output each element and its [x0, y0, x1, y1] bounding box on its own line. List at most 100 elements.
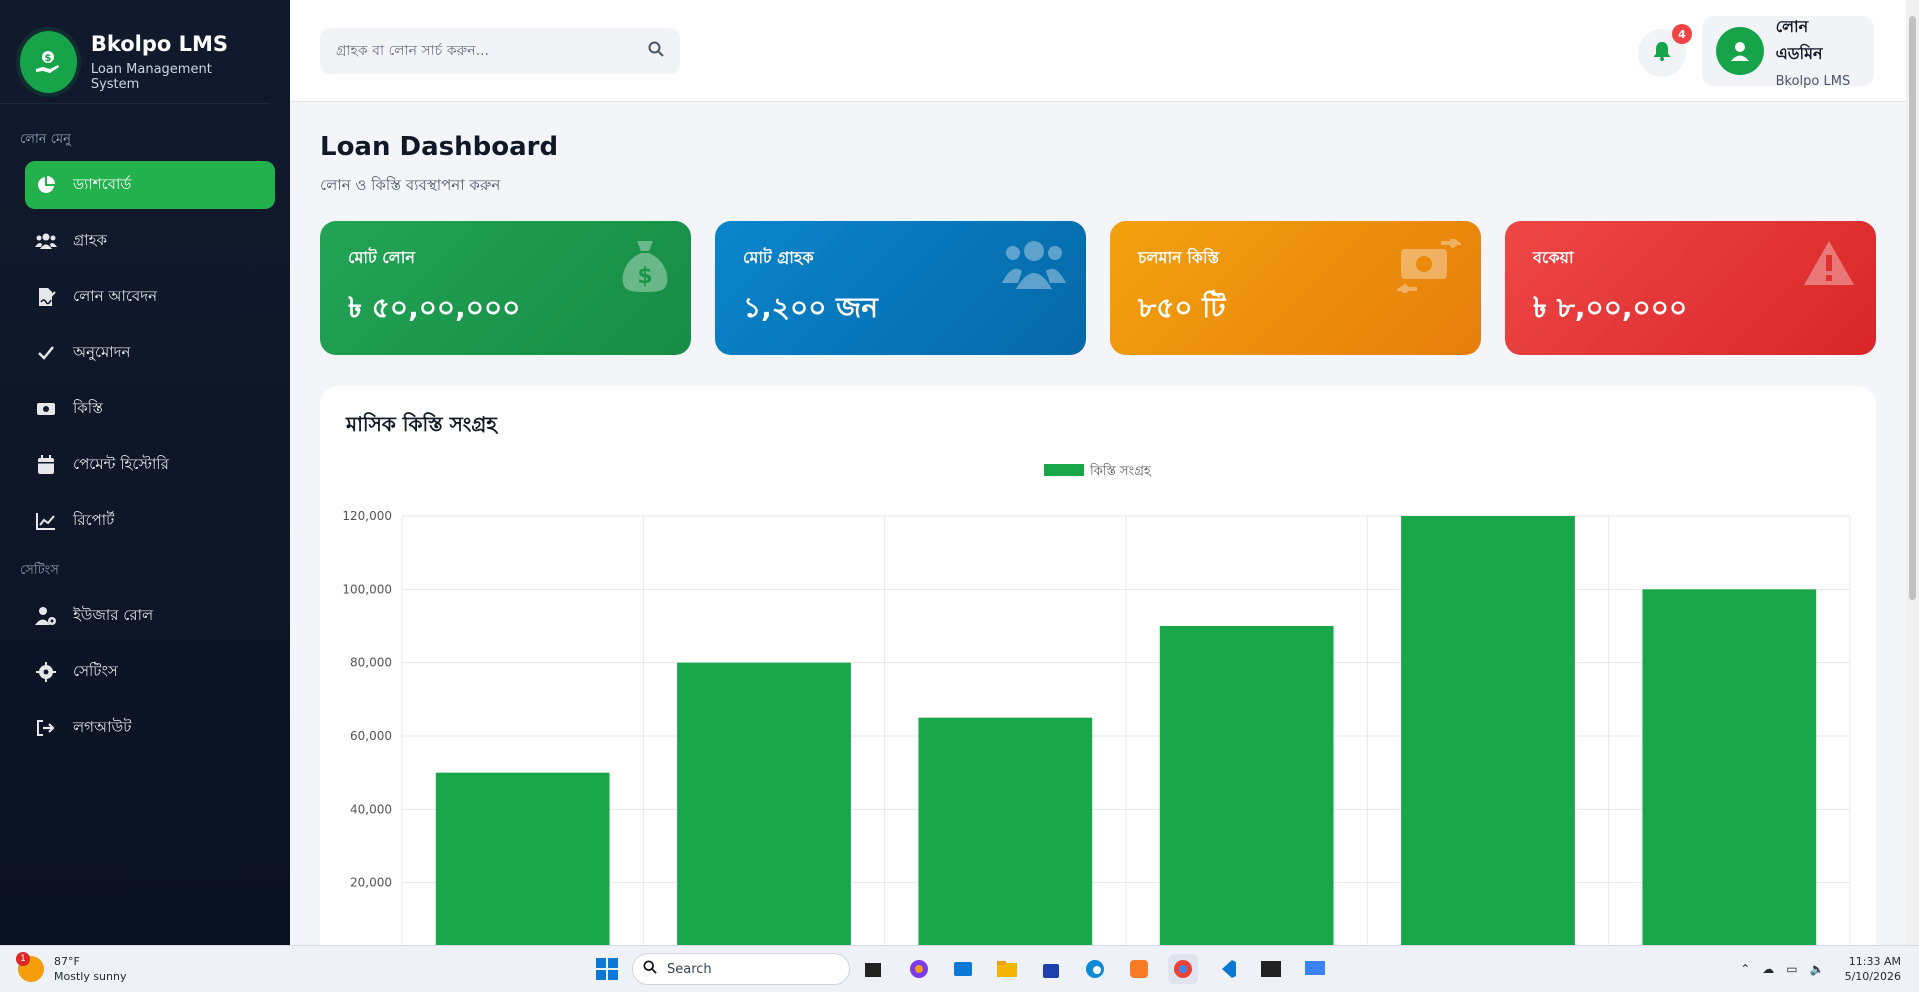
outlook-icon[interactable] [948, 954, 978, 984]
calendar-icon [35, 454, 57, 476]
search-icon [643, 960, 657, 978]
avatar [1716, 27, 1764, 75]
weather-badge: 1 [16, 952, 30, 966]
stat-card-label: মোট লোন [348, 248, 415, 267]
sidebar-item-installment[interactable]: কিস্তি [25, 385, 275, 433]
sidebar-item-payment-history[interactable]: পেমেন্ট হিস্টোরি [25, 441, 275, 489]
sidebar-item-approval[interactable]: অনুমোদন [25, 329, 275, 377]
weather-desc: Mostly sunny [54, 970, 127, 983]
sidebar-item-label: কিস্তি [73, 398, 103, 417]
file-signature-icon [35, 286, 57, 308]
taskbar-search[interactable]: Search [632, 953, 850, 985]
file-explorer-icon[interactable] [992, 954, 1022, 984]
stat-card-total-loan: মোট লোন ৳ ৫০,০০,০০০ $ [320, 221, 691, 355]
sidebar-item-label: লোন আবেদন [73, 286, 158, 305]
clock[interactable]: 11:33 AM 5/10/2026 [1845, 954, 1901, 984]
sidebar-section-settings: সেটিংস [20, 563, 59, 578]
sidebar-item-user-role[interactable]: ইউজার রোল [25, 592, 275, 640]
bar-chart: কিস্তি সংগ্রহ020,00040,00060,00080,00010… [342, 463, 1851, 963]
svg-text:$: $ [637, 264, 652, 289]
sidebar-item-dashboard[interactable]: ড্যাশবোর্ড [25, 161, 275, 209]
sidebar-item-settings[interactable]: সেটিংস [25, 648, 275, 696]
bell-icon [1653, 41, 1671, 65]
weather-temp: 87°F [54, 955, 80, 968]
windows-start-icon[interactable] [592, 954, 622, 984]
legend-label: কিস্তি সংগ্রহ [1089, 463, 1152, 479]
sidebar-item-label: অনুমোদন [73, 342, 131, 361]
y-tick-label: 120,000 [342, 509, 392, 523]
brand-logo-icon: $ [20, 30, 77, 93]
chart-title: মাসিক কিস্তি সংগ্রহ [346, 412, 497, 436]
user-profile[interactable]: লোন এডমিন Bkolpo LMS [1702, 16, 1874, 89]
stat-card-value: ৳ ৮,০০,০০০ [1533, 291, 1688, 324]
pie-chart-icon [35, 174, 57, 196]
stat-card-value: ৮৫০ টি [1138, 291, 1226, 324]
sidebar-item-label: গ্রাহক [73, 230, 107, 249]
search-input[interactable] [336, 43, 626, 59]
money-bill-icon [35, 398, 57, 420]
stat-card-due: বকেয়া ৳ ৮,০০,০০০ [1505, 221, 1876, 355]
user-subtitle: Bkolpo LMS [1775, 73, 1851, 89]
brand: $ Bkolpo LMS Loan Management System [0, 0, 270, 104]
sidebar-item-label: সেটিংস [73, 661, 118, 680]
store-icon[interactable] [1036, 954, 1066, 984]
y-tick-label: 40,000 [350, 802, 392, 816]
stat-card-label: চলমান কিস্তি [1138, 248, 1220, 267]
main-content: Loan Dashboard লোন ও কিস্তি ব্যবস্থাপনা … [320, 102, 1876, 986]
chrome-icon[interactable] [1168, 954, 1198, 984]
bar [1401, 516, 1575, 956]
users-icon [1002, 239, 1066, 295]
scrollbar[interactable] [1906, 0, 1919, 945]
warning-icon [1802, 239, 1856, 291]
sun-icon: 1 [16, 952, 44, 982]
network-icon[interactable]: ▭ [1786, 962, 1798, 976]
sidebar-section-loan: লোন মেনু [20, 132, 71, 147]
search-box[interactable] [320, 28, 680, 74]
scrollbar-thumb[interactable] [1909, 16, 1916, 600]
edge-icon[interactable] [1080, 954, 1110, 984]
weather-widget[interactable]: 1 87°F Mostly sunny [16, 952, 127, 984]
brand-title: Bkolpo LMS [90, 31, 229, 56]
chevron-up-icon[interactable]: ⌃ [1740, 962, 1751, 976]
notification-badge: 4 [1672, 24, 1692, 44]
brand-subtitle: Loan Management System [90, 61, 212, 92]
page-subtitle: লোন ও কিস্তি ব্যবস্থাপনা করুন [320, 176, 501, 194]
sidebar-item-customers[interactable]: গ্রাহক [25, 217, 275, 265]
stat-card-value: ১,২০০ জন [743, 291, 878, 324]
remote-desktop-icon[interactable] [1300, 954, 1330, 984]
money-bag-icon: $ [619, 239, 671, 297]
search-icon[interactable] [648, 41, 664, 61]
task-view-icon[interactable] [858, 954, 888, 984]
terminal-icon[interactable] [1256, 954, 1286, 984]
y-tick-label: 100,000 [342, 582, 392, 596]
sidebar-item-logout[interactable]: লগআউট [25, 704, 275, 752]
user-name: লোন এডমিন [1775, 16, 1823, 63]
copilot-icon[interactable] [904, 954, 934, 984]
system-tray: ⌃ ☁ ▭ 🔈 11:33 AM 5/10/2026 [1740, 954, 1901, 984]
chart-card: মাসিক কিস্তি সংগ্রহ কিস্তি সংগ্রহ020,000… [320, 386, 1876, 986]
sidebar-item-label: ড্যাশবোর্ড [73, 174, 132, 193]
bar [677, 662, 851, 956]
user-gear-icon [35, 605, 57, 627]
bar [1642, 589, 1817, 956]
sidebar-item-label: ইউজার রোল [73, 605, 154, 624]
y-tick-label: 20,000 [350, 876, 392, 890]
notification-button[interactable]: 4 [1638, 24, 1692, 77]
taskbar: 1 87°F Mostly sunny Search ⌃ ☁ ▭ 🔈 11:33… [0, 945, 1919, 992]
sidebar-item-report[interactable]: রিপোর্ট [25, 497, 275, 545]
bar [435, 772, 610, 956]
users-icon [35, 230, 57, 252]
volume-icon[interactable]: 🔈 [1809, 962, 1825, 976]
stat-card-label: মোট গ্রাহক [743, 248, 814, 267]
sidebar-item-loan-application[interactable]: লোন আবেদন [25, 273, 275, 321]
clock-time: 11:33 AM [1848, 955, 1901, 968]
sidebar: $ Bkolpo LMS Loan Management System লোন … [0, 0, 290, 945]
gear-icon [35, 661, 57, 683]
xampp-icon[interactable] [1124, 954, 1154, 984]
sidebar-item-label: রিপোর্ট [73, 510, 115, 529]
cloud-off-icon[interactable]: ☁ [1762, 962, 1775, 976]
page-title: Loan Dashboard [320, 132, 559, 162]
y-tick-label: 80,000 [350, 656, 392, 670]
taskbar-search-label: Search [667, 961, 712, 977]
vscode-icon[interactable] [1212, 954, 1242, 984]
